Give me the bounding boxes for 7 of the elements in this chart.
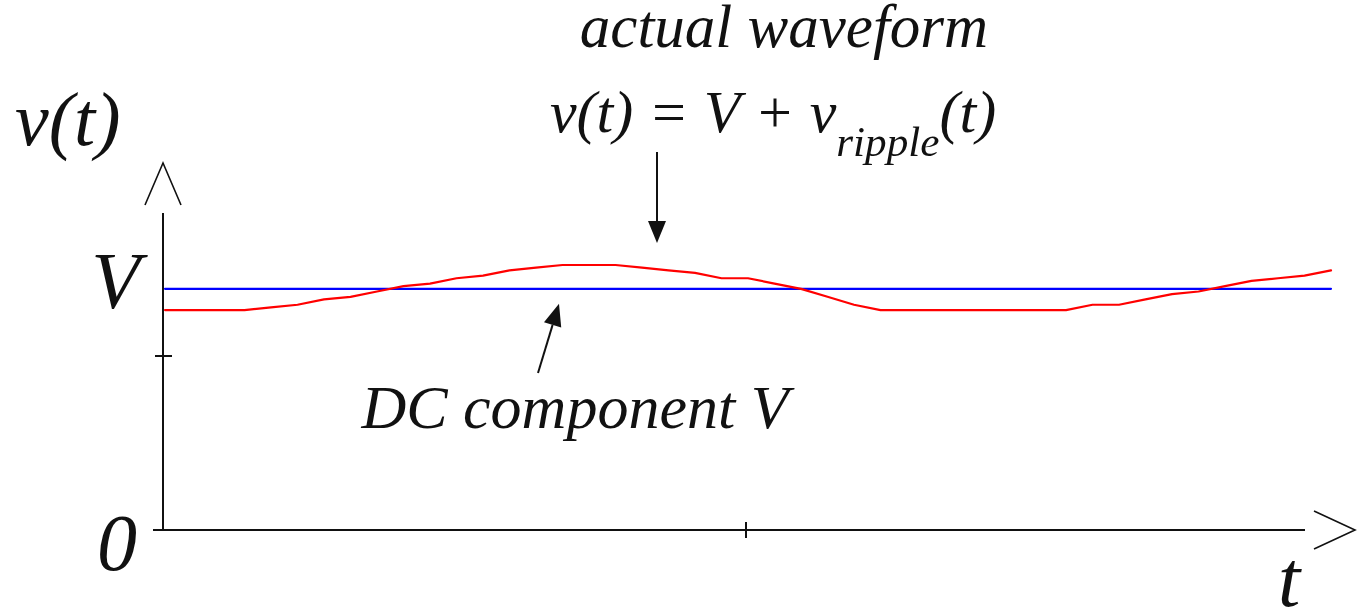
annotation: DC component V (360, 373, 795, 441)
text: v(t) = V + v$_{ripple}$(t) (549, 79, 997, 165)
text: actual waveform (579, 0, 989, 60)
text: 0 (97, 499, 137, 587)
y-axis-title: v(t) (15, 77, 121, 162)
text: V (91, 237, 149, 325)
x-axis-title: t (1278, 535, 1302, 614)
